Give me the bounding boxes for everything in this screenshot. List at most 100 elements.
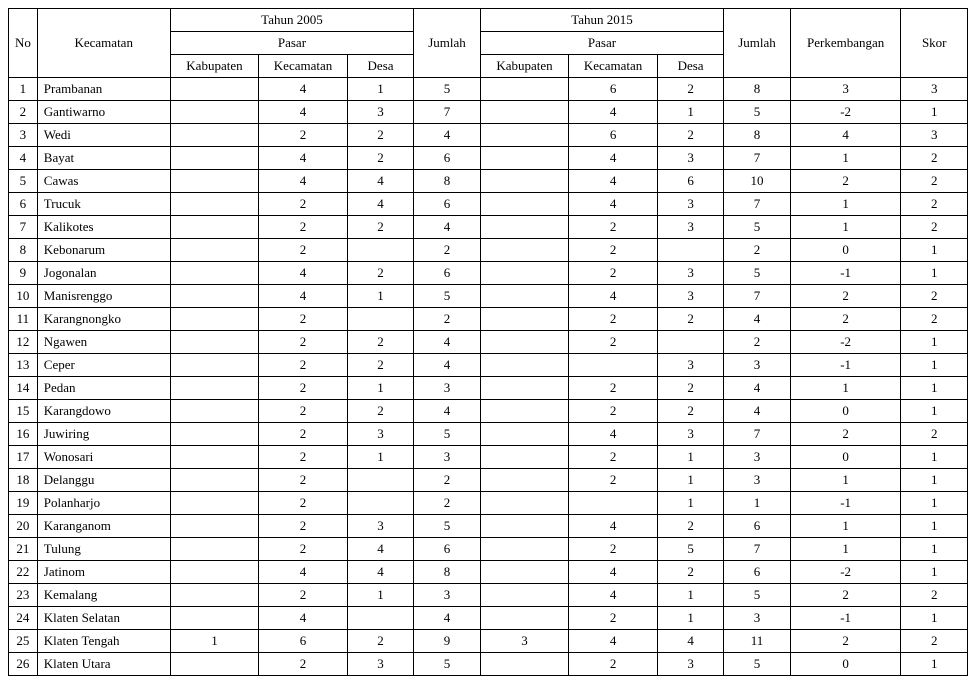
cell-kec15: 2 — [569, 653, 658, 676]
cell-kab05 — [170, 239, 259, 262]
cell-name: Bayat — [37, 147, 170, 170]
cell-jml05: 7 — [414, 101, 480, 124]
cell-kab05 — [170, 400, 259, 423]
header-pasar-2015: Pasar — [480, 32, 724, 55]
cell-kec05: 2 — [259, 377, 348, 400]
cell-skor: 1 — [901, 538, 968, 561]
cell-perk: 1 — [790, 216, 901, 239]
cell-skor: 1 — [901, 446, 968, 469]
cell-kab05 — [170, 216, 259, 239]
table-row: 18Delanggu2221311 — [9, 469, 968, 492]
table-row: 11Karangnongko2222422 — [9, 308, 968, 331]
cell-no: 4 — [9, 147, 38, 170]
cell-desa15: 3 — [657, 653, 723, 676]
cell-name: Wedi — [37, 124, 170, 147]
cell-name: Ceper — [37, 354, 170, 377]
cell-skor: 1 — [901, 101, 968, 124]
cell-name: Kemalang — [37, 584, 170, 607]
header-no: No — [9, 9, 38, 78]
cell-skor: 1 — [901, 354, 968, 377]
cell-perk: -1 — [790, 354, 901, 377]
cell-desa15: 2 — [657, 561, 723, 584]
table-row: 20Karanganom23542611 — [9, 515, 968, 538]
cell-kec05: 2 — [259, 331, 348, 354]
cell-desa15: 1 — [657, 584, 723, 607]
header-tahun-2005: Tahun 2005 — [170, 9, 414, 32]
cell-kec15: 2 — [569, 216, 658, 239]
header-perkembangan: Perkembangan — [790, 9, 901, 78]
table-row: 26Klaten Utara23523501 — [9, 653, 968, 676]
cell-desa05: 2 — [347, 400, 413, 423]
cell-kec05: 2 — [259, 124, 348, 147]
cell-jml05: 4 — [414, 607, 480, 630]
cell-desa15: 4 — [657, 630, 723, 653]
cell-no: 15 — [9, 400, 38, 423]
header-jumlah-2015: Jumlah — [724, 9, 790, 78]
table-header: No Kecamatan Tahun 2005 Jumlah Tahun 201… — [9, 9, 968, 78]
cell-kec05: 2 — [259, 308, 348, 331]
cell-no: 21 — [9, 538, 38, 561]
cell-desa15: 2 — [657, 377, 723, 400]
cell-no: 6 — [9, 193, 38, 216]
cell-perk: 0 — [790, 400, 901, 423]
cell-kab05 — [170, 147, 259, 170]
cell-kab15 — [480, 239, 569, 262]
table-row: 23Kemalang21341522 — [9, 584, 968, 607]
cell-kab15 — [480, 446, 569, 469]
cell-name: Juwiring — [37, 423, 170, 446]
cell-perk: 3 — [790, 78, 901, 101]
table-row: 10Manisrenggo41543722 — [9, 285, 968, 308]
table-row: 24Klaten Selatan44213-11 — [9, 607, 968, 630]
cell-jml05: 3 — [414, 584, 480, 607]
cell-jml05: 9 — [414, 630, 480, 653]
header-desa-2005: Desa — [347, 55, 413, 78]
cell-no: 17 — [9, 446, 38, 469]
cell-no: 10 — [9, 285, 38, 308]
cell-skor: 1 — [901, 239, 968, 262]
cell-kec15: 4 — [569, 101, 658, 124]
cell-desa15: 1 — [657, 101, 723, 124]
cell-jml15: 7 — [724, 285, 790, 308]
cell-desa05 — [347, 469, 413, 492]
cell-jml05: 4 — [414, 354, 480, 377]
cell-jml05: 4 — [414, 400, 480, 423]
cell-kab05 — [170, 653, 259, 676]
cell-kab05 — [170, 469, 259, 492]
cell-kab05 — [170, 170, 259, 193]
cell-desa05: 3 — [347, 101, 413, 124]
cell-jml15: 3 — [724, 607, 790, 630]
cell-desa15: 3 — [657, 262, 723, 285]
cell-desa05: 3 — [347, 515, 413, 538]
cell-jml15: 7 — [724, 147, 790, 170]
cell-jml05: 5 — [414, 423, 480, 446]
cell-kab05 — [170, 584, 259, 607]
cell-desa15: 1 — [657, 607, 723, 630]
cell-kec05: 4 — [259, 607, 348, 630]
header-kabupaten-2015: Kabupaten — [480, 55, 569, 78]
cell-no: 23 — [9, 584, 38, 607]
cell-skor: 3 — [901, 78, 968, 101]
cell-desa15: 2 — [657, 124, 723, 147]
cell-perk: -1 — [790, 262, 901, 285]
cell-kab05 — [170, 561, 259, 584]
cell-kec15: 6 — [569, 78, 658, 101]
cell-desa05: 4 — [347, 193, 413, 216]
cell-kec05: 2 — [259, 653, 348, 676]
cell-name: Manisrenggo — [37, 285, 170, 308]
cell-kab15 — [480, 469, 569, 492]
cell-kab15 — [480, 193, 569, 216]
cell-kec05: 2 — [259, 584, 348, 607]
cell-skor: 3 — [901, 124, 968, 147]
cell-kab05 — [170, 308, 259, 331]
cell-desa05: 2 — [347, 262, 413, 285]
header-kabupaten-2005: Kabupaten — [170, 55, 259, 78]
cell-kec15: 4 — [569, 170, 658, 193]
cell-desa05: 1 — [347, 285, 413, 308]
cell-desa15: 1 — [657, 492, 723, 515]
cell-kab15 — [480, 354, 569, 377]
cell-jml15: 5 — [724, 216, 790, 239]
cell-no: 9 — [9, 262, 38, 285]
table-row: 2Gantiwarno437415-21 — [9, 101, 968, 124]
cell-jml15: 4 — [724, 400, 790, 423]
cell-skor: 2 — [901, 630, 968, 653]
